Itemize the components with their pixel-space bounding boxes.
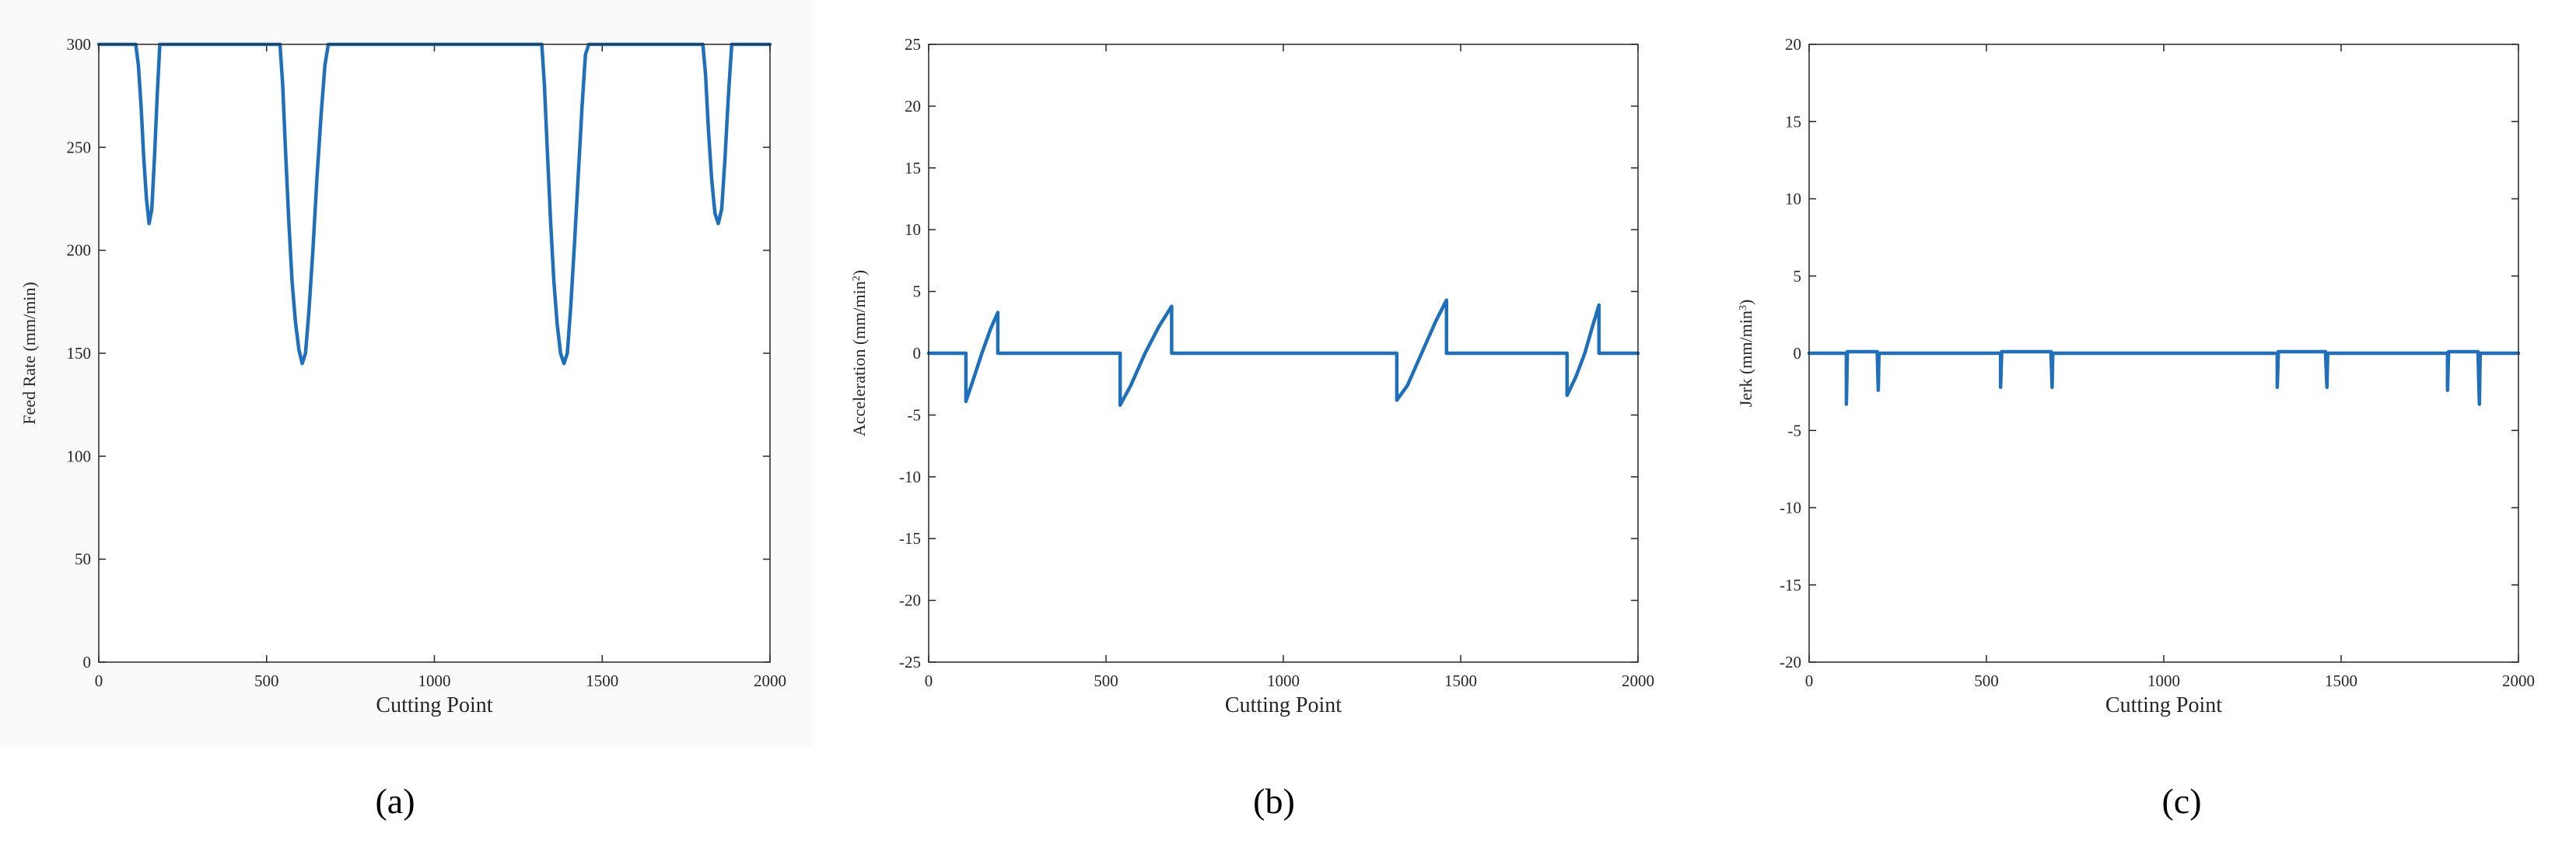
y-tick-label: -15	[1780, 576, 1801, 594]
y-tick-label: -10	[1780, 499, 1801, 517]
y-tick-label: 10	[1785, 190, 1801, 209]
x-tick-label: 500	[254, 671, 279, 690]
y-tick-label: 15	[1785, 112, 1801, 131]
chart-panel-3: 0 500 1000 1500 2000 -20 -15 -10 -5 0 5 10 15 20 Cutti…	[1736, 35, 2535, 821]
chart-panel-2: 0 500 1000 1500 2000 -25 -20 -15 -10 -5 0 5 10 15 20 25…	[849, 35, 1654, 821]
plot-area	[99, 44, 770, 662]
y-tick-label: 15	[905, 159, 921, 177]
x-tick-label: 1000	[418, 671, 451, 690]
y-tick-label: 300	[67, 35, 92, 54]
x-tick-label: 1000	[2147, 671, 2180, 690]
y-tick-label: -25	[899, 653, 921, 671]
y-tick-label: 25	[905, 35, 921, 54]
y-tick-label: 200	[67, 241, 92, 260]
x-tick-label: 0	[1805, 671, 1814, 690]
y-tick-label: -20	[1780, 653, 1801, 671]
y-tick-label: 5	[913, 282, 922, 301]
y-tick-label: 5	[1794, 267, 1802, 286]
y-axis-label: Acceleration (mm/min2)	[849, 270, 869, 437]
x-tick-label: 2000	[2502, 671, 2535, 690]
y-tick-label: 20	[905, 96, 921, 115]
x-axis-label: Cutting Point	[1225, 693, 1342, 717]
y-tick-label: 0	[913, 344, 922, 363]
y-tick-label: 10	[905, 220, 921, 239]
x-tick-label: 0	[95, 671, 103, 690]
panel-caption: (c)	[2161, 781, 2201, 821]
x-tick-label: 1500	[2325, 671, 2357, 690]
axes-box	[928, 44, 1639, 663]
chart-panel-1: 0 500 1000 1500 2000 0 50 100 150 200 250 300 Cuttin…	[0, 0, 813, 821]
x-tick-label: 500	[1094, 671, 1118, 690]
y-tick-label: -15	[899, 529, 921, 548]
series-line-jerk	[1807, 349, 2521, 406]
y-axis-label: Jerk (mm/min3)	[1736, 300, 1755, 407]
y-axis-label: Feed Rate (mm/min)	[19, 282, 39, 424]
y-tick-label: -20	[899, 591, 921, 610]
x-axis-label: Cutting Point	[2105, 693, 2222, 717]
y-tick-label: -5	[1788, 421, 1802, 440]
y-tick-label: 50	[75, 550, 91, 569]
y-tick-label: 20	[1785, 35, 1801, 54]
y-tick-label: 250	[67, 138, 92, 156]
x-tick-label: 2000	[754, 671, 786, 690]
axes-box	[1808, 44, 2519, 663]
x-tick-label: 1500	[1444, 671, 1477, 690]
x-tick-label: 2000	[1622, 671, 1654, 690]
y-tick-label: 100	[67, 447, 92, 465]
panel-caption: (a)	[375, 781, 415, 821]
panels: 0 500 1000 1500 2000050100150200250300Cuttin…	[0, 0, 2535, 821]
x-axis-label: Cutting Point	[376, 693, 492, 717]
x-tick-label: 1500	[586, 671, 618, 690]
series-line-acceleration	[926, 298, 1640, 407]
axes-box	[98, 44, 771, 663]
y-tick-label: -10	[899, 468, 921, 486]
y-tick-label: -5	[908, 405, 922, 424]
x-tick-label: 1000	[1267, 671, 1300, 690]
y-tick-label: 0	[83, 653, 92, 671]
x-tick-label: 0	[925, 671, 933, 690]
y-tick-label: 0	[1794, 344, 1802, 363]
y-tick-label: 150	[67, 344, 92, 363]
panel-caption: (b)	[1253, 781, 1295, 821]
x-tick-label: 500	[1974, 671, 1999, 690]
